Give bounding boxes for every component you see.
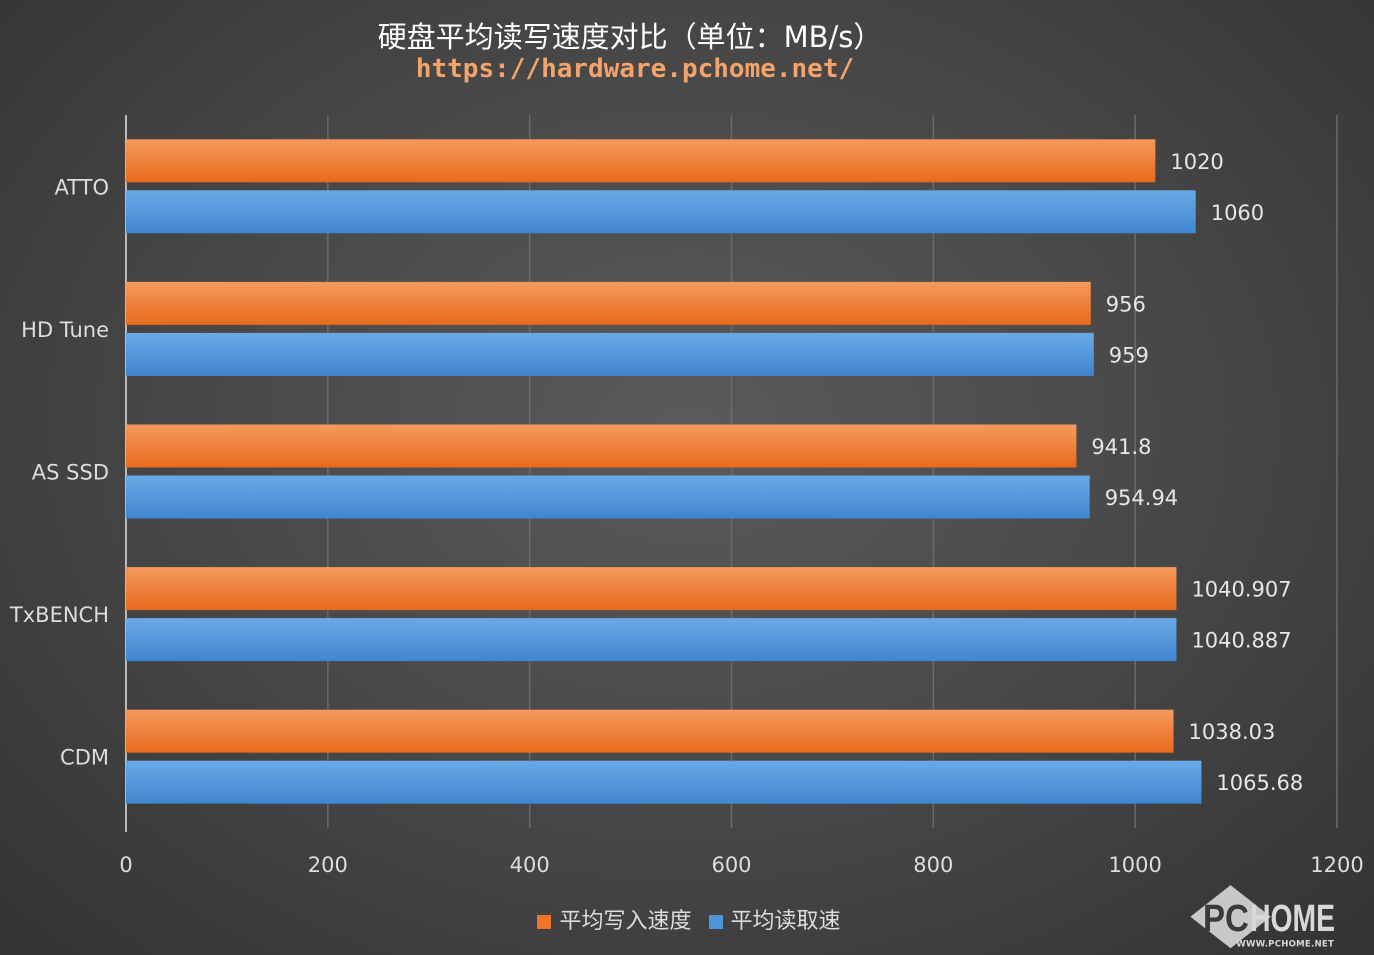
data-label: 1040.907 [1191,578,1291,602]
chart-title: 硬盘平均读写速度对比（单位：MB/s） [377,20,883,54]
category-label: HD Tune [21,318,109,342]
bar-write [126,139,1156,183]
data-label: 959 [1109,343,1149,367]
bar-read [126,618,1177,662]
data-label: 1038.03 [1189,720,1276,744]
legend: 平均写入速度 平均读取速 [0,903,1374,935]
bar-write [126,709,1174,753]
svg-text:PC: PC [1203,898,1249,940]
legend-label-read: 平均读取速 [730,909,841,934]
svg-text:HOME: HOME [1250,898,1335,940]
x-tick-label: 1000 [1108,853,1161,877]
svg-text:WWW.PCHOME.NET: WWW.PCHOME.NET [1236,940,1334,950]
legend-swatch-write [537,915,552,929]
x-tick-label: 400 [510,853,550,877]
chart-subtitle: https://hardware.pchome.net/ [415,54,855,84]
x-tick-label: 200 [308,853,348,877]
data-label: 941.8 [1091,435,1151,459]
x-tick-label: 600 [711,853,751,877]
bar-read [126,190,1196,234]
data-label: 956 [1106,292,1146,316]
pchome-watermark-logo: PC HOME WWW.PCHOME.NET [1190,885,1335,950]
x-tick-label: 1200 [1310,853,1363,877]
data-label: 1060 [1211,201,1264,225]
data-label: 1065.68 [1216,771,1303,795]
bar-read [126,475,1090,519]
x-tick-label: 800 [913,853,953,877]
bar-write [126,567,1177,611]
data-label: 1020 [1170,150,1223,174]
category-label: CDM [60,746,109,770]
legend-label-write: 平均写入速度 [559,909,692,934]
bar-read [126,760,1202,804]
bar-read [126,332,1094,376]
x-tick-label: 0 [119,853,132,877]
data-label: 954.94 [1105,486,1178,510]
bar-write [126,424,1077,468]
bar-write [126,281,1091,325]
category-label: TxBENCH [9,603,109,627]
data-label: 1040.887 [1191,629,1291,653]
category-label: AS SSD [32,461,109,485]
category-label: ATTO [54,175,109,199]
legend-swatch-read [708,915,723,929]
